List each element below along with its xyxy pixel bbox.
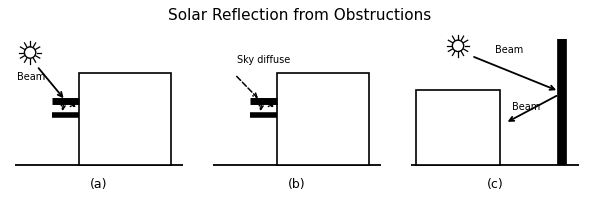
- Bar: [416, 90, 500, 165]
- Text: Beam: Beam: [512, 102, 540, 112]
- Bar: [79, 73, 171, 165]
- Bar: [277, 73, 369, 165]
- Text: (a): (a): [90, 177, 108, 191]
- Text: Solar Reflection from Obstructions: Solar Reflection from Obstructions: [169, 8, 431, 23]
- Text: Sky diffuse: Sky diffuse: [237, 55, 290, 65]
- Text: (c): (c): [487, 177, 503, 191]
- Text: Beam: Beam: [17, 72, 45, 82]
- Circle shape: [25, 48, 36, 59]
- Text: (b): (b): [288, 177, 306, 191]
- Circle shape: [452, 41, 464, 52]
- Text: Beam: Beam: [495, 45, 523, 55]
